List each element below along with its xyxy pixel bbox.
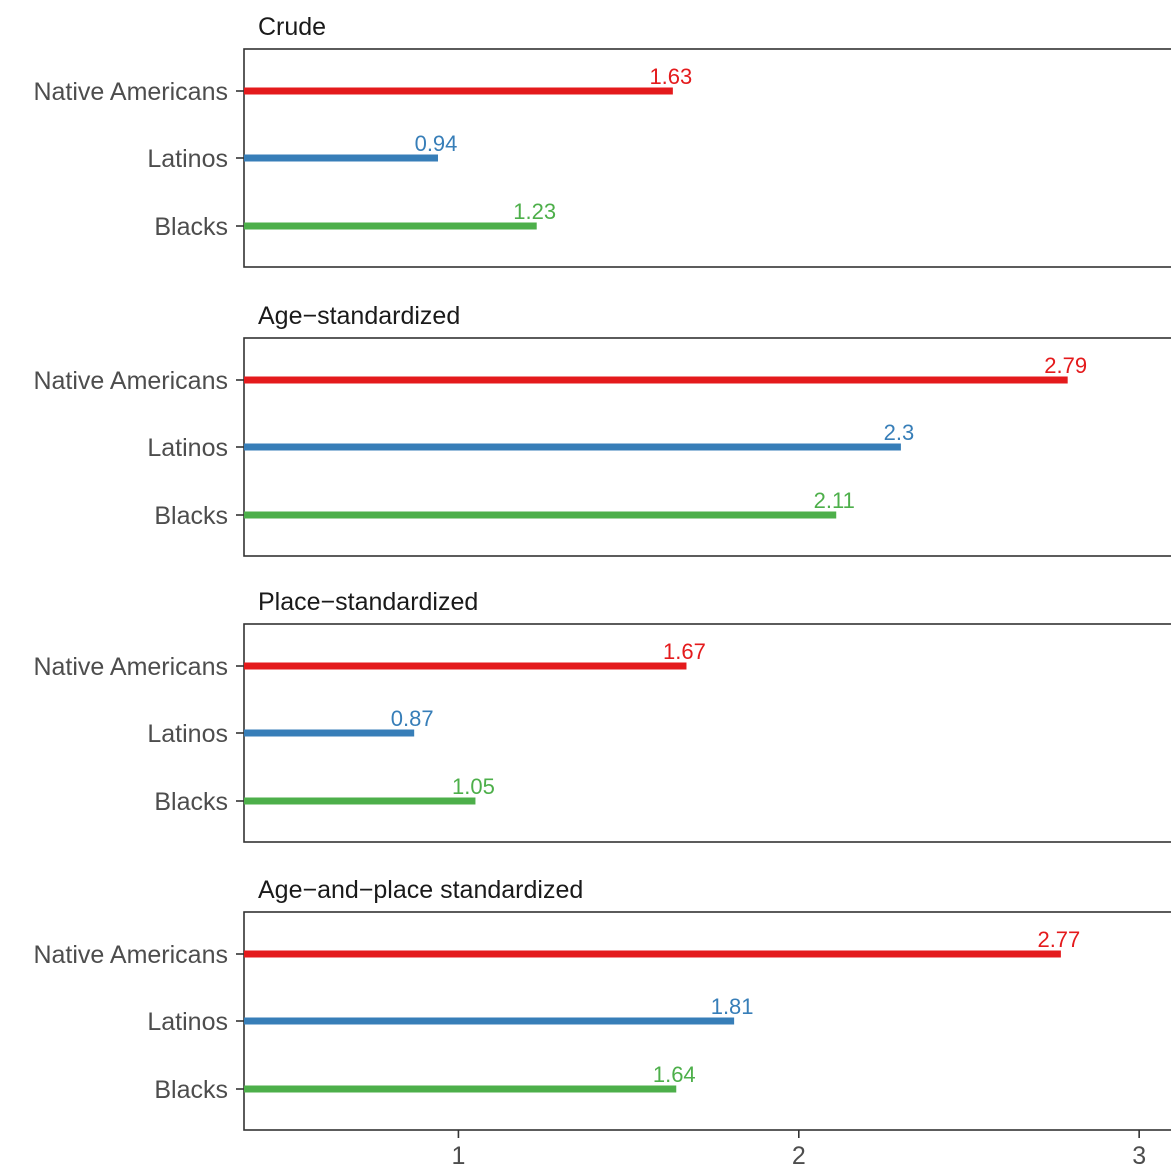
x-tick-label-1: 1 [451, 1142, 465, 1165]
panel-4-title: Age−and−place standardized [258, 876, 583, 904]
panel-3-bar-latinos [244, 729, 415, 737]
panel-3-category-label-native-americans: Native Americans [33, 653, 228, 681]
panel-4-value-label-blacks: 1.64 [653, 1062, 696, 1087]
panel-1-value-label-blacks: 1.23 [513, 199, 556, 224]
panel-2-category-label-latinos: Latinos [147, 434, 228, 462]
panel-2-bar-native-americans [244, 376, 1068, 384]
panel-2-bar-blacks [244, 511, 837, 519]
panel-3-value-label-native-americans: 1.67 [663, 639, 706, 664]
panel-2-value-label-native-americans: 2.79 [1044, 353, 1087, 378]
panel-1-bar-blacks [244, 222, 537, 230]
panel-3-bar-native-americans [244, 662, 687, 670]
panel-3-category-label-latinos: Latinos [147, 720, 228, 748]
panel-1-value-label-latinos: 0.94 [415, 131, 458, 156]
panel-1-bar-latinos [244, 154, 439, 162]
panel-4-bar-native-americans [244, 950, 1061, 958]
panel-4-bar-latinos [244, 1017, 735, 1025]
panel-3-title: Place−standardized [258, 588, 478, 616]
x-tick-label-2: 2 [792, 1142, 806, 1165]
panel-2-title: Age−standardized [258, 302, 460, 330]
panel-1-title: Crude [258, 13, 326, 41]
panel-2-value-label-blacks: 2.11 [814, 488, 855, 513]
panel-1-bar-native-americans [244, 87, 673, 95]
panel-2-value-label-latinos: 2.3 [884, 420, 915, 445]
panel-4-category-label-latinos: Latinos [147, 1008, 228, 1036]
panel-1-category-label-latinos: Latinos [147, 145, 228, 173]
panel-4-category-label-blacks: Blacks [154, 1076, 228, 1104]
x-tick-label-3: 3 [1132, 1142, 1146, 1165]
panel-3-category-label-blacks: Blacks [154, 788, 228, 816]
panel-1-category-label-blacks: Blacks [154, 213, 228, 241]
panel-4-value-label-native-americans: 2.77 [1037, 927, 1080, 952]
panel-4-value-label-latinos: 1.81 [711, 994, 754, 1019]
panel-1-category-label-native-americans: Native Americans [33, 78, 228, 106]
panel-3-bar-blacks [244, 797, 476, 805]
panel-2-category-label-native-americans: Native Americans [33, 367, 228, 395]
panel-3-value-label-latinos: 0.87 [391, 706, 434, 731]
panel-1-value-label-native-americans: 1.63 [649, 64, 692, 89]
panel-4-category-label-native-americans: Native Americans [33, 941, 228, 969]
panel-4-bar-blacks [244, 1085, 677, 1093]
panel-2-category-label-blacks: Blacks [154, 502, 228, 530]
panel-2-bar-latinos [244, 443, 901, 451]
panel-3-value-label-blacks: 1.05 [452, 774, 495, 799]
